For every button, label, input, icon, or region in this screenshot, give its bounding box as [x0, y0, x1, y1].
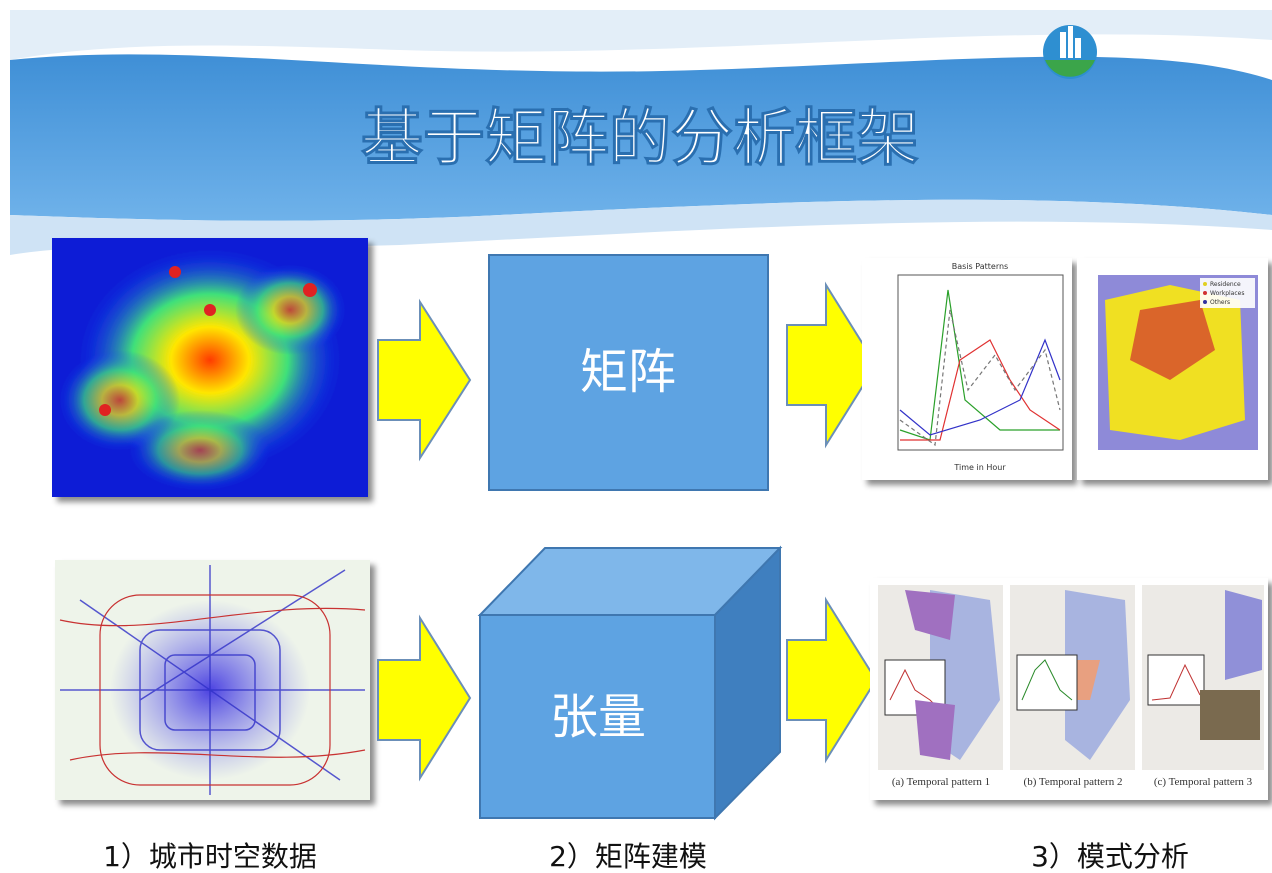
temporal-figure: (a) Temporal pattern 1 (b) Temporal patt…: [870, 578, 1268, 800]
step-caption: 2）矩阵建模: [549, 840, 707, 873]
step-caption: 1）城市时空数据: [103, 840, 317, 873]
basis-title: Basis Patterns: [952, 262, 1008, 271]
arrows: [377, 281, 878, 782]
panel-caption: (c) Temporal pattern 3: [1154, 776, 1253, 788]
area-figure: Residence Workplaces Others: [1077, 258, 1268, 480]
heatmap-image: [52, 238, 368, 497]
header: 基于矩阵的分析框架: [10, 10, 1272, 255]
panel-caption: (b) Temporal pattern 2: [1024, 776, 1123, 788]
legend-entry: Others: [1210, 299, 1230, 306]
matrix-label: 矩阵: [580, 344, 676, 400]
basis-figure: Basis Patterns Time in Hour: [862, 258, 1072, 480]
title: 基于矩阵的分析框架: [361, 101, 919, 174]
matrix-box: [488, 254, 769, 491]
tensor-label: 张量: [550, 689, 646, 745]
panel-caption: (a) Temporal pattern 1: [892, 776, 990, 788]
step-caption: 3）模式分析: [1031, 840, 1189, 873]
map-image: [55, 560, 370, 800]
tensor-cube: [477, 545, 783, 821]
basis-xlabel: Time in Hour: [953, 463, 1006, 472]
legend-entry: Workplaces: [1210, 290, 1244, 297]
legend-entry: Residence: [1210, 281, 1241, 288]
